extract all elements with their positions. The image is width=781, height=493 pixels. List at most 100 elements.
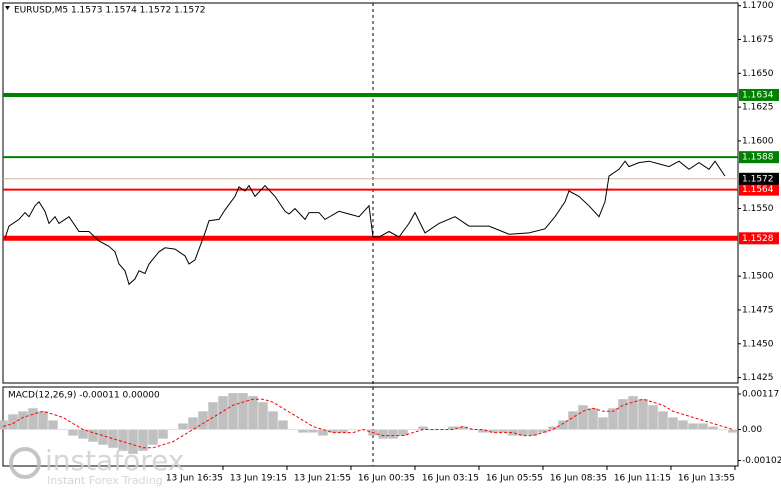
y-tick-label: 1.1625 xyxy=(742,103,774,113)
macd-bar xyxy=(188,417,198,430)
macd-bar xyxy=(558,420,568,430)
macd-bar xyxy=(18,411,28,430)
y-tick-label: 0.00 xyxy=(742,425,762,435)
macd-bar xyxy=(478,429,488,433)
level-label: 1.1528 xyxy=(742,234,774,244)
macd-bar xyxy=(308,429,318,433)
macd-bar xyxy=(198,411,208,430)
macd-bar xyxy=(388,429,398,439)
x-tick-label: 13 Jun 16:35 xyxy=(166,474,223,484)
macd-bar xyxy=(538,429,548,433)
macd-bar xyxy=(258,402,268,430)
y-tick-label: 1.1600 xyxy=(742,136,774,146)
x-tick-label: 16 Jun 03:15 xyxy=(422,474,479,484)
macd-bar xyxy=(718,429,728,431)
y-tick-label: 1.1700 xyxy=(742,1,774,11)
watermark: instaforex Instant Forex Trading xyxy=(9,444,184,487)
level-label-box xyxy=(739,88,779,101)
macd-bar xyxy=(78,429,88,439)
macd-bar xyxy=(658,411,668,430)
macd-bar xyxy=(238,393,248,430)
macd-bar xyxy=(298,429,308,433)
macd-bar xyxy=(118,429,128,451)
x-tick-label: 16 Jun 08:35 xyxy=(550,474,607,484)
macd-bar xyxy=(128,429,138,454)
y-tick-label: 1.1675 xyxy=(742,35,774,45)
macd-bar xyxy=(648,405,658,430)
y-tick-label: 1.1425 xyxy=(742,373,774,383)
macd-bar xyxy=(288,429,298,431)
macd-bar xyxy=(328,429,338,433)
macd-bar xyxy=(698,423,708,430)
macd-bar xyxy=(228,393,238,430)
level-label-box xyxy=(739,183,779,196)
level-label: 1.1564 xyxy=(742,185,774,195)
macd-bar xyxy=(568,411,578,430)
macd-bar xyxy=(578,405,588,430)
x-tick-label: 16 Jun 05:55 xyxy=(486,474,543,484)
macd-bar xyxy=(408,429,418,431)
macd-bar xyxy=(448,426,458,430)
x-tick-label: 16 Jun 00:35 xyxy=(358,474,415,484)
macd-bar xyxy=(728,429,738,433)
macd-bar xyxy=(38,411,48,430)
macd-bar xyxy=(88,429,98,442)
macd-bar xyxy=(58,429,68,431)
macd-title: MACD(12,26,9) -0.00011 0.00000 xyxy=(8,391,160,401)
macd-bar xyxy=(248,396,258,430)
y-tick-label: 1.1500 xyxy=(742,272,774,282)
macd-bar xyxy=(208,402,218,430)
macd-bar xyxy=(28,408,38,430)
macd-bar xyxy=(378,429,388,439)
macd-bar xyxy=(588,408,598,430)
y-tick-label: 1.1450 xyxy=(742,339,774,349)
macd-bar xyxy=(48,420,58,430)
y-tick-label: 1.1475 xyxy=(742,305,774,315)
current-price-box xyxy=(739,172,779,185)
x-tick-label: 13 Jun 19:15 xyxy=(230,474,287,484)
chart-title: EURUSD,M5 1.1573 1.1574 1.1572 1.1572 xyxy=(14,6,206,16)
macd-bar xyxy=(638,399,648,430)
tagline: Instant Forex Trading xyxy=(47,474,163,487)
macd-bar xyxy=(598,417,608,430)
macd-bar xyxy=(8,414,18,430)
current-price-label: 1.1572 xyxy=(742,174,774,184)
macd-bar xyxy=(468,429,478,431)
x-tick-label: 13 Jun 21:55 xyxy=(294,474,351,484)
macd-bar xyxy=(348,429,358,431)
level-label-box xyxy=(739,151,779,164)
macd-bar xyxy=(488,429,498,433)
macd-bar xyxy=(278,420,288,430)
menu-arrow xyxy=(5,6,10,10)
macd-bar xyxy=(68,429,78,436)
logo-icon xyxy=(9,447,41,479)
macd-bar xyxy=(268,411,278,430)
macd-bar xyxy=(0,420,8,430)
macd-bar xyxy=(178,423,188,430)
level-label: 1.1634 xyxy=(742,90,774,100)
price-line xyxy=(4,160,726,286)
macd-bar xyxy=(708,426,718,430)
macd-bar xyxy=(398,429,408,436)
macd-bar xyxy=(418,426,428,430)
x-tick-label: 16 Jun 13:55 xyxy=(678,474,735,484)
level-label: 1.1588 xyxy=(742,153,774,163)
macd-bar xyxy=(618,399,628,430)
macd-bar xyxy=(678,420,688,430)
macd-bar xyxy=(218,396,228,430)
brand: instaforex xyxy=(45,444,184,477)
macd-bar xyxy=(458,426,468,430)
macd-bar xyxy=(338,429,348,433)
macd-bar xyxy=(608,408,618,430)
y-tick-label: 1.1650 xyxy=(742,69,774,79)
x-tick-label: 16 Jun 11:15 xyxy=(614,474,671,484)
y-tick-label: -0.00102 xyxy=(742,456,781,466)
macd-bar xyxy=(628,396,638,430)
macd-bar xyxy=(138,429,148,451)
macd-bar xyxy=(548,426,558,430)
y-tick-label: 0.00117 xyxy=(742,389,779,399)
macd-bar xyxy=(518,429,528,436)
signal-line xyxy=(2,398,734,449)
